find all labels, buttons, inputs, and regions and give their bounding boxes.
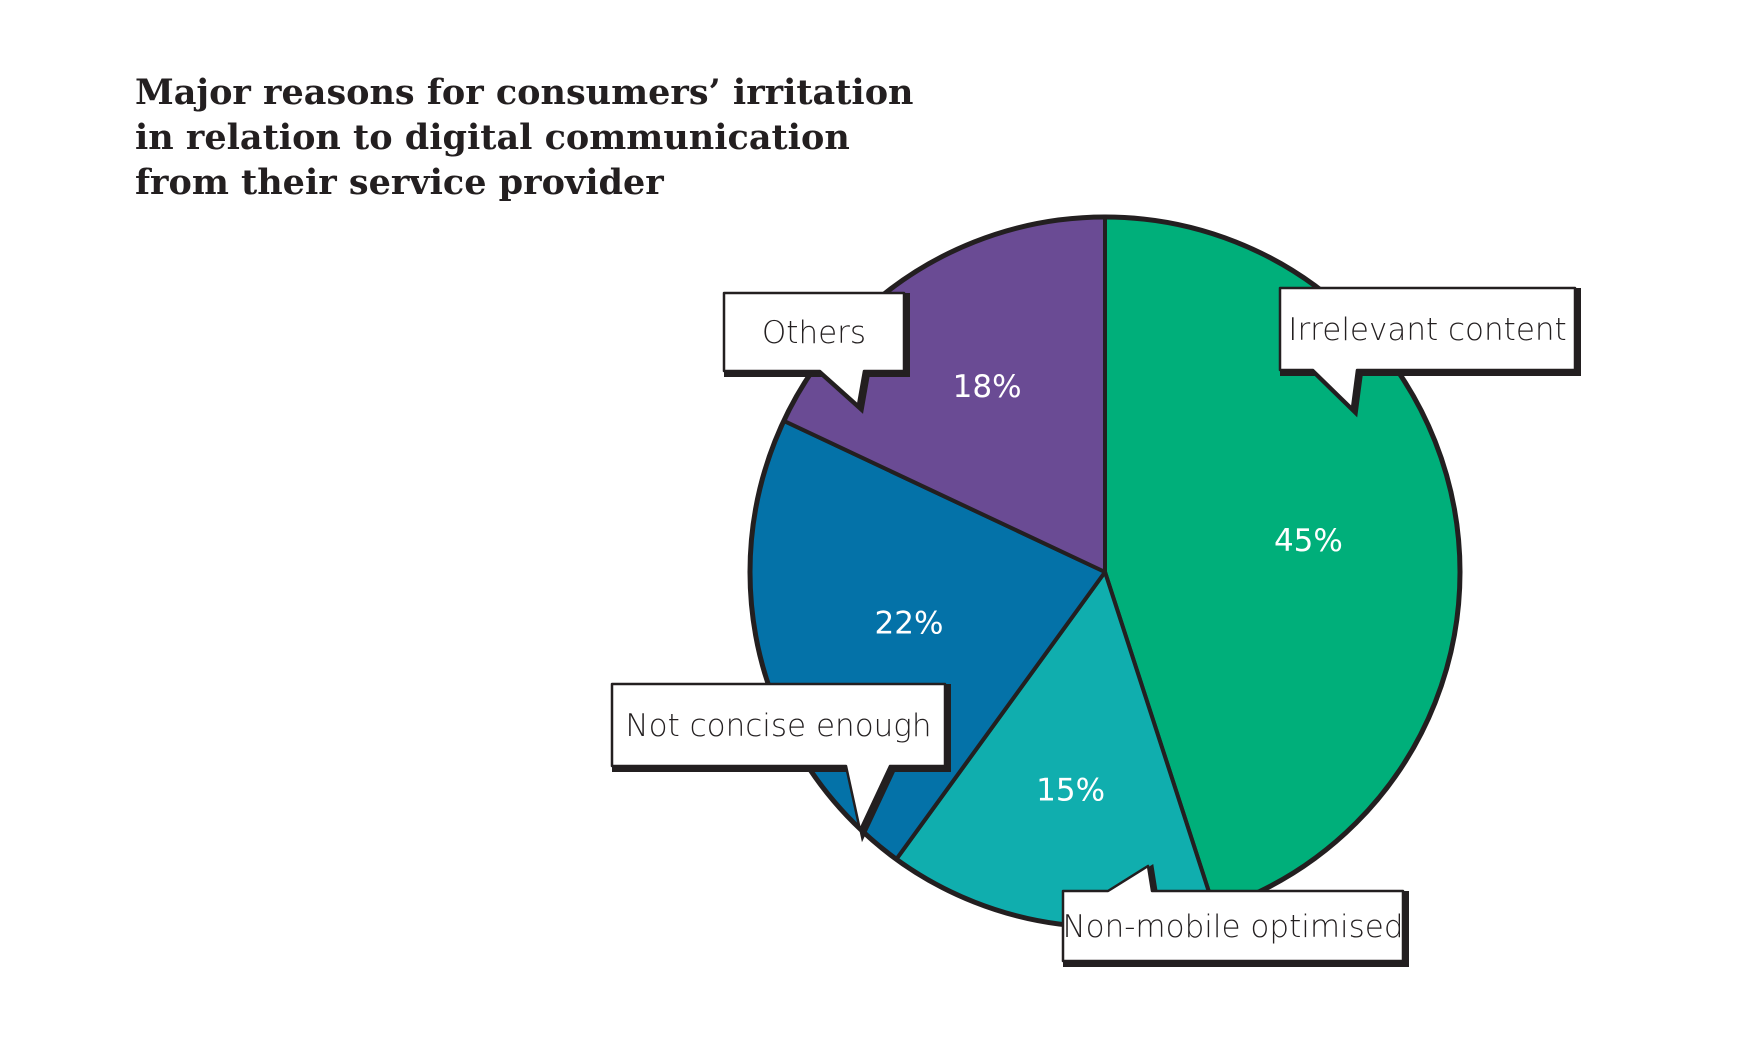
pie-value-label: 22% bbox=[875, 605, 944, 641]
callout-box bbox=[1061, 864, 1405, 963]
pie-callouts: Irrelevant content Non-mobile optimised No… bbox=[610, 286, 1581, 967]
chart-title-line: Major reasons for consumers’ irritation bbox=[135, 72, 914, 113]
callout-label: Non-mobile optimised bbox=[1062, 909, 1403, 945]
pie-value-label: 15% bbox=[1036, 772, 1105, 808]
chart-title-line: in relation to digital communication bbox=[135, 117, 850, 158]
pie-value-label: 18% bbox=[953, 369, 1022, 405]
callout-shadow bbox=[612, 684, 951, 843]
pie-value-labels: 45% 15% 22% 18% bbox=[875, 369, 1343, 808]
callout-label: Not concise enough bbox=[625, 708, 931, 744]
callout-others: Others bbox=[722, 291, 910, 414]
chart-title: Major reasons for consumers’ irritation … bbox=[135, 70, 955, 205]
callout-box bbox=[722, 291, 906, 407]
callout-label: Others bbox=[762, 315, 866, 351]
chart-title-line: from their service provider bbox=[135, 162, 664, 203]
callout-label: Irrelevant content bbox=[1288, 312, 1566, 348]
callout-non-mobile-optimised: Non-mobile optimised bbox=[1061, 864, 1409, 967]
callout-box bbox=[610, 682, 947, 832]
pie-value-label: 45% bbox=[1274, 523, 1343, 559]
callout-shadow bbox=[1280, 288, 1581, 418]
callout-not-concise-enough: Not concise enough bbox=[610, 682, 951, 843]
callout-shadow bbox=[724, 293, 910, 414]
callout-box bbox=[1278, 286, 1577, 410]
callout-irrelevant-content: Irrelevant content bbox=[1278, 286, 1581, 418]
